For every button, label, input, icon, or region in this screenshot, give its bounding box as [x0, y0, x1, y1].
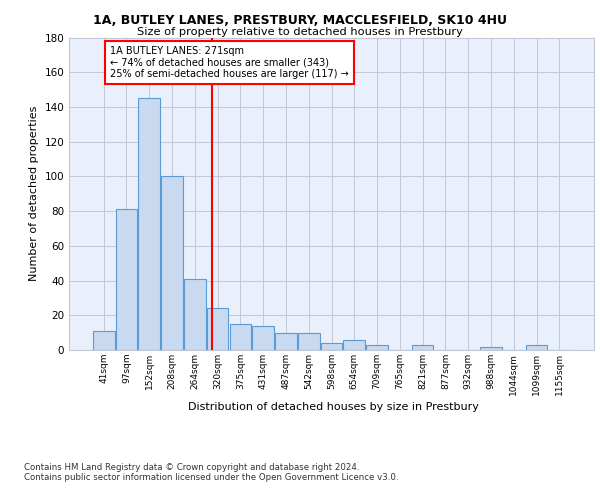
Bar — [320, 343, 343, 350]
Bar — [298, 332, 320, 350]
Bar — [366, 345, 388, 350]
Bar — [480, 346, 502, 350]
Bar — [161, 176, 183, 350]
Bar — [139, 98, 160, 350]
Bar — [116, 210, 137, 350]
Bar — [253, 326, 274, 350]
Text: Size of property relative to detached houses in Prestbury: Size of property relative to detached ho… — [137, 27, 463, 37]
Bar — [526, 345, 547, 350]
Bar — [343, 340, 365, 350]
Y-axis label: Number of detached properties: Number of detached properties — [29, 106, 39, 282]
Text: 1A, BUTLEY LANES, PRESTBURY, MACCLESFIELD, SK10 4HU: 1A, BUTLEY LANES, PRESTBURY, MACCLESFIEL… — [93, 14, 507, 27]
Bar — [412, 345, 433, 350]
Bar — [207, 308, 229, 350]
Text: Distribution of detached houses by size in Prestbury: Distribution of detached houses by size … — [188, 402, 478, 412]
Text: Contains HM Land Registry data © Crown copyright and database right 2024.
Contai: Contains HM Land Registry data © Crown c… — [24, 462, 398, 482]
Text: 1A BUTLEY LANES: 271sqm
← 74% of detached houses are smaller (343)
25% of semi-d: 1A BUTLEY LANES: 271sqm ← 74% of detache… — [110, 46, 349, 80]
Bar — [184, 279, 206, 350]
Bar — [93, 331, 115, 350]
Bar — [230, 324, 251, 350]
Bar — [275, 332, 297, 350]
